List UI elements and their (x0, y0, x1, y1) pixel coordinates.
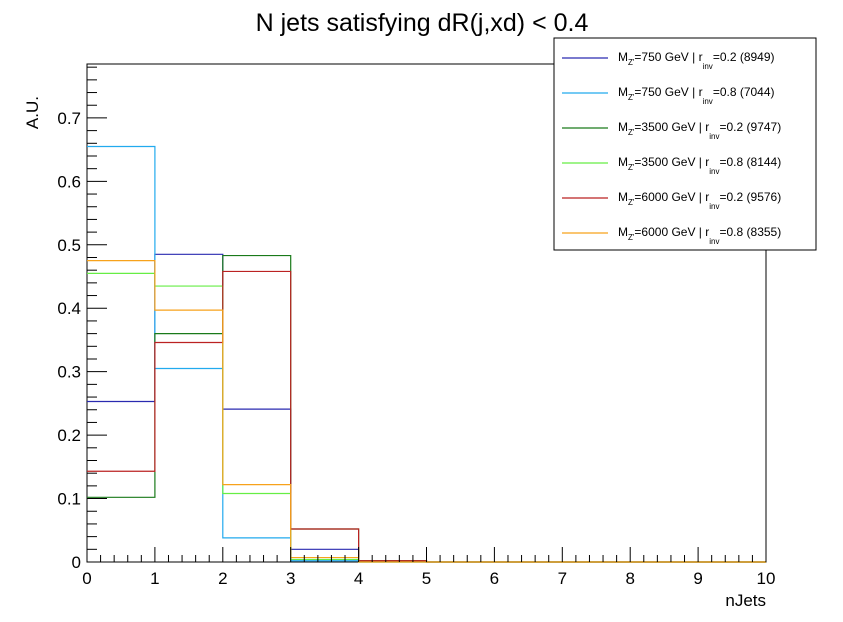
x-tick-label: 4 (354, 569, 363, 588)
x-tick-label: 5 (422, 569, 431, 588)
x-tick-label: 7 (558, 569, 567, 588)
y-tick-label: 0.5 (57, 236, 81, 255)
y-axis-label: A.U. (23, 96, 42, 129)
x-axis-label: nJets (725, 591, 766, 610)
y-tick-label: 0.1 (57, 490, 81, 509)
y-axis-ticks: 0 0.1 0.2 0.3 0.4 0.5 0.6 0.7 (57, 66, 107, 572)
legend-entry: MZ'=3500 GeV | rinv=0.8 (8144) (618, 155, 781, 176)
x-tick-label: 2 (218, 569, 227, 588)
legend-entry: MZ'=750 GeV | rinv=0.2 (8949) (618, 50, 775, 71)
y-tick-label: 0.7 (57, 109, 81, 128)
legend-entry: MZ'=6000 GeV | rinv=0.8 (8355) (618, 225, 781, 246)
legend-box (553, 37, 817, 251)
x-tick-label: 9 (693, 569, 702, 588)
chart-title: N jets satisfying dR(j,xd) < 0.4 (256, 9, 589, 37)
y-tick-label: 0.4 (57, 299, 81, 318)
x-tick-label: 8 (625, 569, 634, 588)
legend-entry: MZ'=3500 GeV | rinv=0.2 (9747) (618, 120, 781, 141)
legend: MZ'=750 GeV | rinv=0.2 (8949) MZ'=750 GeV… (553, 37, 817, 251)
y-tick-label: 0 (72, 553, 81, 572)
y-tick-label: 0.3 (57, 363, 81, 382)
x-tick-label: 3 (286, 569, 295, 588)
y-tick-label: 0.6 (57, 172, 81, 191)
y-tick-label: 0.2 (57, 426, 81, 445)
x-tick-label: 1 (150, 569, 159, 588)
legend-entry: MZ'=6000 GeV | rinv=0.2 (9576) (618, 190, 781, 211)
x-tick-label: 0 (82, 569, 91, 588)
legend-entry: MZ'=750 GeV | rinv=0.8 (7044) (618, 85, 775, 106)
x-tick-label: 6 (490, 569, 499, 588)
x-tick-label: 10 (757, 569, 776, 588)
